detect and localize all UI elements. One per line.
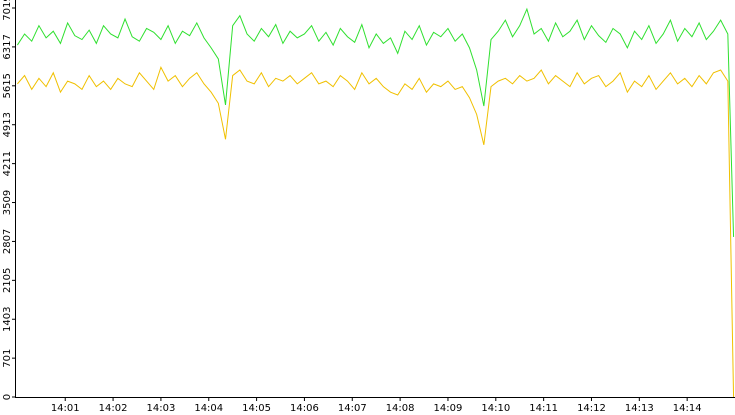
x-tick-label: 14:13 xyxy=(625,403,654,414)
x-tick-label: 14:07 xyxy=(338,403,367,414)
x-tick-label: 14:02 xyxy=(99,403,128,414)
x-tick-label: 14:03 xyxy=(146,403,175,414)
y-tick-label: 4211 xyxy=(2,151,13,176)
y-tick-label: 1403 xyxy=(2,307,13,332)
series-line xyxy=(17,65,735,398)
y-tick-label: 5615 xyxy=(2,73,13,98)
y-tick-label: 701 xyxy=(2,349,13,368)
y-tick-label: 0 xyxy=(2,394,13,400)
x-tick-label: 14:11 xyxy=(529,403,558,414)
y-tick-label: 6317 xyxy=(2,34,13,59)
x-tick-label: 14:10 xyxy=(481,403,510,414)
x-tick-label: 14:14 xyxy=(673,403,702,414)
x-tick-label: 14:01 xyxy=(51,403,80,414)
y-tick-label: 2105 xyxy=(2,268,13,293)
y-tick-label: 7019 xyxy=(2,0,13,21)
y-tick-label: 2807 xyxy=(2,229,13,254)
x-tick-label: 14:05 xyxy=(242,403,271,414)
x-tick-label: 14:08 xyxy=(386,403,415,414)
y-tick-label: 3509 xyxy=(2,190,13,215)
x-tick-label: 14:06 xyxy=(290,403,319,414)
series-line xyxy=(16,7,735,237)
y-tick-label: 4913 xyxy=(2,112,13,137)
x-tick-label: 14:12 xyxy=(577,403,606,414)
x-tick-label: 14:09 xyxy=(434,403,463,414)
x-tick-label: 14:04 xyxy=(194,403,223,414)
